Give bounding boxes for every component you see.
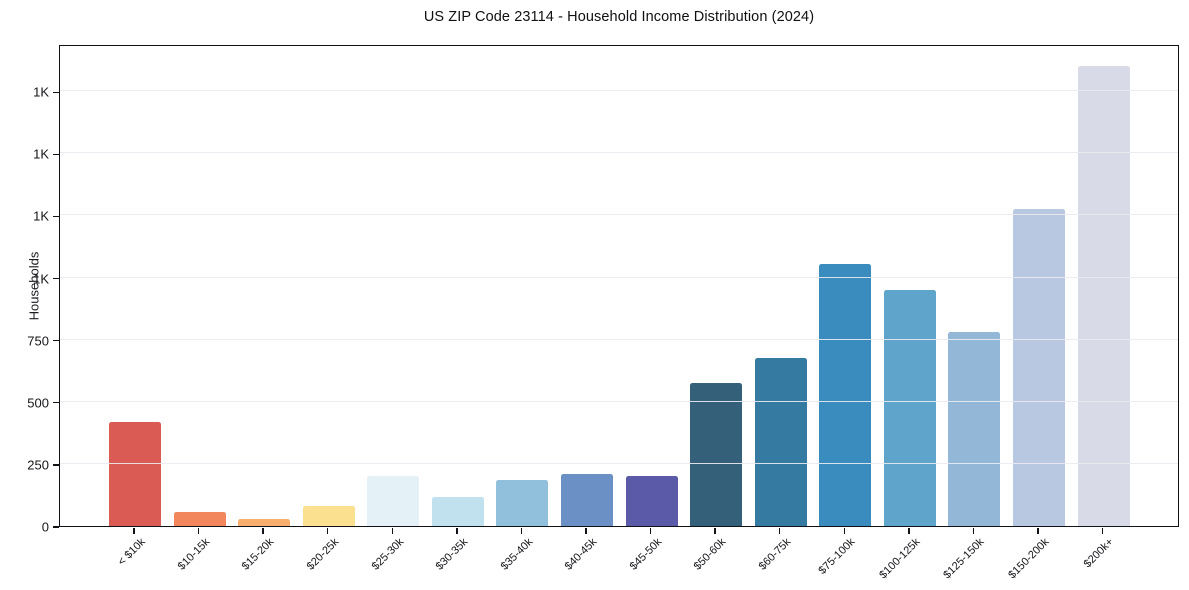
x-tick-label: $40-45k — [562, 536, 600, 573]
bar — [302, 506, 355, 526]
x-tick-mark — [714, 528, 716, 534]
x-tick-mark — [972, 528, 975, 534]
y-tick-mark — [53, 153, 59, 155]
x-tick-label: $75-100k — [816, 536, 858, 577]
bar — [948, 332, 1001, 526]
bar — [238, 518, 291, 526]
x-tick-label: $150-200k — [1006, 536, 1052, 582]
bar — [1077, 66, 1130, 526]
x-tick-mark — [262, 528, 264, 534]
bar — [367, 476, 420, 526]
x-tick-mark — [197, 528, 200, 534]
plot-area — [59, 45, 1179, 527]
x-tick-label: $200k+ — [1081, 536, 1117, 571]
y-tick-mark — [53, 526, 59, 528]
x-tick-label: $20-25k — [304, 536, 342, 573]
x-tick-mark — [649, 528, 652, 534]
x-tick-mark — [908, 528, 910, 534]
chart-title: US ZIP Code 23114 - Household Income Dis… — [423, 9, 815, 25]
y-tick-label: 1K — [33, 208, 49, 224]
x-tick-mark — [391, 528, 393, 534]
bar — [883, 289, 936, 526]
x-tick-label: $30-35k — [433, 536, 471, 573]
bar — [1012, 209, 1065, 526]
y-tick-label: 0 — [41, 519, 49, 535]
y-tick-mark — [53, 402, 59, 404]
x-tick-mark — [327, 528, 329, 534]
bar — [109, 421, 161, 526]
bar — [560, 473, 613, 526]
x-tick-label: < $10k — [115, 536, 148, 569]
y-tick-mark — [53, 277, 59, 280]
x-tick-label: $60-75k — [756, 536, 794, 573]
x-tick-label: $100-125k — [877, 536, 923, 582]
bar — [819, 263, 872, 526]
y-tick-mark — [53, 464, 59, 466]
x-tick-label: $15-20k — [240, 536, 277, 573]
y-tick-label: 1K — [33, 271, 49, 287]
y-tick-label: 1K — [33, 84, 49, 100]
x-tick-label: $125-150k — [941, 536, 987, 582]
y-tick-mark — [53, 91, 59, 93]
x-tick-mark — [843, 528, 845, 534]
bar — [173, 512, 226, 526]
x-tick-mark — [456, 528, 458, 534]
x-tick-mark — [585, 528, 587, 534]
y-tick-mark — [53, 339, 59, 342]
bar — [431, 497, 484, 526]
bar — [754, 358, 807, 526]
x-tick-label: $10-15k — [175, 536, 213, 573]
y-tick-label: 500 — [27, 395, 49, 411]
x-tick-mark — [779, 528, 781, 534]
y-tick-mark — [53, 215, 59, 218]
bar — [496, 480, 549, 526]
x-tick-mark — [133, 528, 135, 534]
y-tick-label: 1K — [33, 146, 49, 162]
bar — [625, 476, 678, 526]
x-tick-mark — [1037, 528, 1039, 534]
x-tick-label: $50-60k — [692, 536, 729, 573]
x-tick-mark — [1101, 528, 1104, 534]
x-tick-mark — [520, 528, 523, 534]
bars-layer — [60, 46, 1178, 526]
y-tick-label: 250 — [27, 457, 49, 473]
x-tick-label: $35-40k — [498, 536, 535, 573]
x-tick-label: $25-30k — [369, 536, 406, 573]
y-tick-label: 750 — [27, 333, 49, 349]
x-tick-label: $45-50k — [627, 536, 665, 573]
bar — [690, 383, 743, 526]
